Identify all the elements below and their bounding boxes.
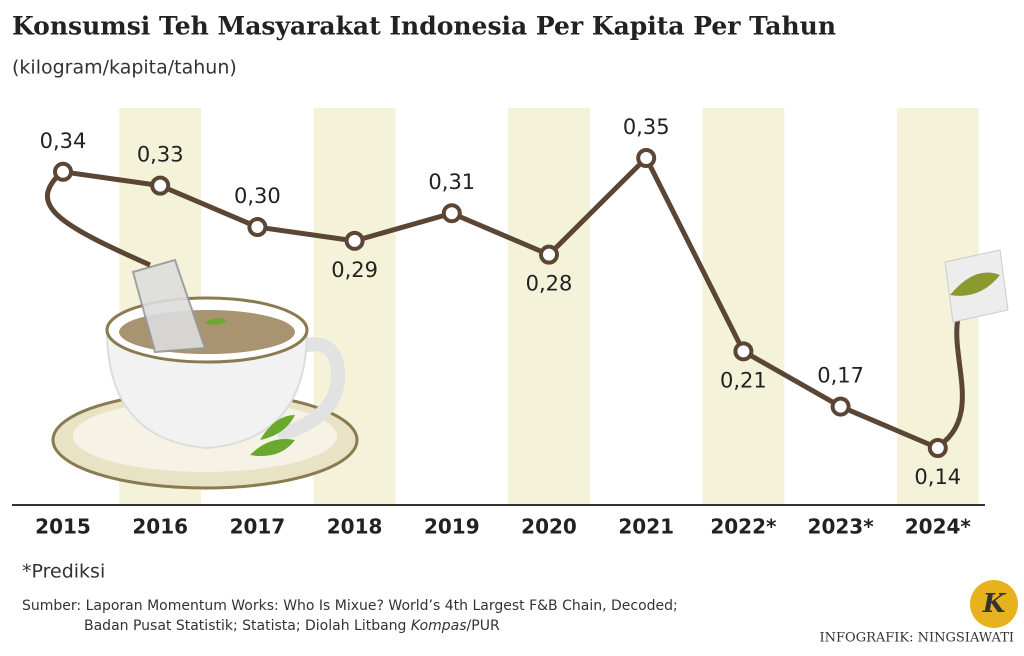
marker [441, 203, 462, 224]
column-band [702, 108, 785, 505]
value-label: 0,34 [40, 129, 87, 153]
marker [247, 217, 268, 238]
logo [970, 580, 1018, 628]
value-label: 0,31 [428, 170, 475, 194]
marker [636, 148, 657, 168]
x-tick-label: 2018 [327, 515, 383, 539]
chart-title: Konsumsi Teh Masyarakat Indonesia Per Ka… [12, 12, 836, 41]
value-label: 0,17 [817, 364, 864, 388]
marker [733, 341, 754, 362]
value-label: 0,30 [234, 184, 281, 208]
logo-text: K [982, 589, 1007, 619]
chart-subtitle: (kilogram/kapita/tahun) [12, 57, 237, 79]
marker [539, 244, 559, 265]
value-label: 0,33 [137, 143, 184, 167]
marker [927, 438, 948, 458]
footnote: *Prediksi [22, 561, 105, 583]
column-band [508, 108, 590, 505]
tea-cup-illustration [45, 170, 1009, 490]
marker [830, 396, 851, 417]
source: Badan Pusat Statistik; Statista; Diolah … [84, 618, 500, 634]
source-part: /PUR [467, 618, 500, 634]
source-part: Kompas [411, 618, 467, 634]
x-tick-label: 2020 [521, 515, 577, 539]
marker [150, 175, 171, 196]
marker [344, 230, 365, 251]
source: Sumber: Laporan Momentum Works: Who Is M… [22, 598, 678, 614]
x-tick-label: 2017 [230, 515, 286, 539]
x-tick-label: 2021 [618, 515, 674, 539]
x-tick-label: 2024* [905, 515, 972, 539]
line [62, 155, 939, 451]
x-tick-label: 2022* [710, 515, 777, 539]
x-tick-label: 2015 [35, 515, 91, 539]
value-label: 0,21 [720, 368, 767, 392]
credit: INFOGRAFIK: NINGSIAWATI [820, 631, 1015, 646]
x-tick-label: 2016 [132, 515, 188, 539]
marker [53, 161, 73, 182]
value-label: 0,28 [526, 272, 573, 296]
x-tick-label: 2023* [808, 515, 875, 539]
value-label: 0,29 [331, 258, 378, 282]
value-label: 0,14 [914, 465, 961, 489]
source-part: Badan Pusat Statistik; Statista; Diolah … [84, 618, 411, 634]
value-label: 0,35 [623, 115, 670, 139]
x-tick-label: 2019 [424, 515, 480, 539]
